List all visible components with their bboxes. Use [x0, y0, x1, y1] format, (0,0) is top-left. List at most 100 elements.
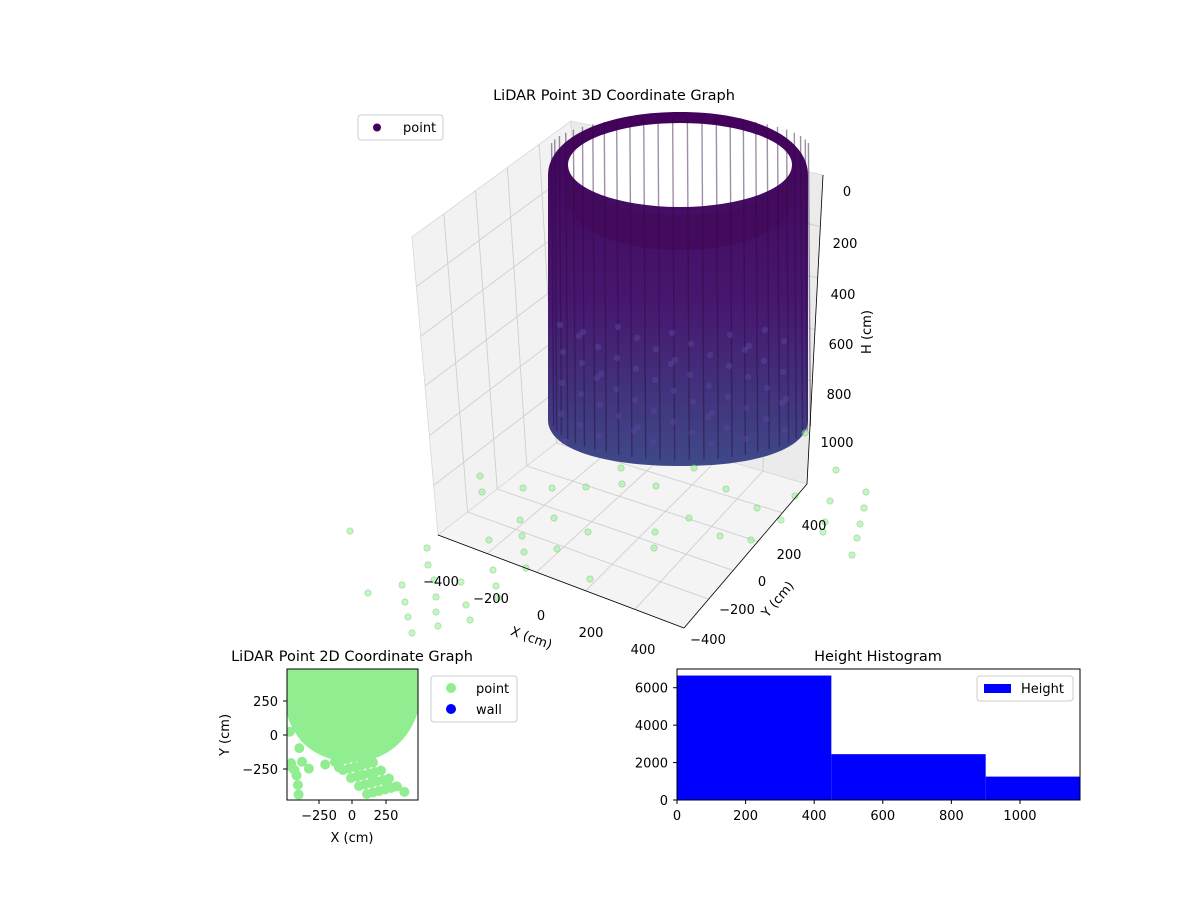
floor-point — [518, 532, 526, 540]
floor-point — [860, 504, 868, 512]
point-marker-3d — [760, 357, 768, 365]
point-column — [715, 117, 719, 459]
point-marker-3d — [615, 412, 623, 420]
point-column — [804, 139, 808, 431]
grid-line — [526, 465, 758, 543]
point-column — [615, 120, 620, 455]
point-column — [729, 118, 733, 457]
point-column — [564, 132, 569, 440]
point-marker-3d — [724, 393, 732, 401]
grid-line — [475, 190, 498, 490]
z-tick-3d: 1000 — [820, 436, 853, 451]
grid-line — [497, 488, 734, 571]
points-2d — [287, 726, 410, 800]
point-marker-3d — [649, 438, 657, 446]
point-marker-3d — [778, 399, 786, 407]
title-histogram: Height Histogram — [814, 649, 942, 665]
floor-point — [617, 464, 625, 472]
floor-point — [716, 532, 724, 540]
legend-marker-wall-2d — [446, 704, 456, 714]
point-marker-3d — [706, 351, 714, 359]
point-marker-2d — [297, 756, 308, 767]
floor-point — [853, 534, 861, 542]
point-column — [776, 126, 781, 447]
y-ticks-2d: 250 0 −250 — [242, 695, 287, 778]
point-column — [807, 142, 812, 427]
floor-point — [489, 566, 497, 574]
point-marker-3d — [743, 404, 751, 412]
point-marker-3d — [651, 376, 659, 384]
x-ticks-2d: −250 0 250 — [301, 800, 398, 824]
point-marker-3d — [745, 342, 753, 350]
y-tick-histogram: 4000 — [635, 719, 668, 734]
y-tick-3d: 400 — [802, 519, 827, 534]
x-tick-histogram: 600 — [870, 809, 895, 824]
z-tick-3d: 600 — [829, 338, 854, 353]
floor-point — [819, 528, 827, 536]
legend-swatch-height — [984, 684, 1011, 693]
z-tick-3d: 0 — [843, 185, 851, 200]
floor-point — [685, 514, 693, 522]
point-marker-3d — [781, 426, 789, 434]
floor-point — [747, 536, 755, 544]
point-marker-3d — [597, 370, 605, 378]
point-marker-3d — [726, 331, 734, 339]
point-marker-3d — [595, 432, 603, 440]
point-marker-2d — [360, 749, 370, 760]
floor-point — [432, 608, 440, 616]
x-ticks-3d: −400 −200 0 200 400 — [423, 575, 655, 658]
y-tick-3d: 200 — [777, 548, 802, 563]
floor-point — [832, 466, 840, 474]
point-marker-3d — [559, 348, 567, 356]
point-blob-2d — [287, 669, 418, 762]
point-column — [755, 121, 759, 453]
axes-frame-histogram — [676, 668, 1081, 801]
floor-point — [434, 622, 442, 630]
x-tick-3d: −400 — [423, 575, 459, 590]
floor-point-projections — [346, 429, 870, 637]
point-marker-3d — [704, 413, 712, 421]
point-marker-3d — [689, 398, 697, 406]
y-tick-2d: −250 — [242, 763, 278, 778]
floor-point — [848, 551, 856, 559]
point-marker-3d — [578, 359, 586, 367]
floor-point — [856, 520, 864, 528]
histogram-subplot: Height Histogram 0 200 400 600 800 1000 0 2000… — [635, 649, 1081, 824]
point-marker-3d — [577, 390, 585, 398]
point-marker-3d — [725, 362, 733, 370]
point-marker-3d — [556, 321, 564, 329]
point-column — [793, 132, 798, 440]
grid-line — [585, 458, 719, 592]
scatter2d-subplot: LiDAR Point 2D Coordinate Graph −250 0 2… — [218, 649, 518, 846]
floor-point — [346, 527, 354, 535]
point-column — [785, 129, 790, 443]
point-marker-3d — [614, 323, 622, 331]
legend-marker-point-2d — [446, 683, 456, 693]
point-column — [686, 116, 691, 460]
point-marker-3d — [612, 385, 620, 393]
x-tick-3d: −200 — [473, 592, 509, 607]
point-marker-3d — [631, 396, 639, 404]
y-tick-histogram: 6000 — [635, 682, 668, 697]
legend-histogram: Height — [976, 675, 1074, 702]
grid-line — [634, 470, 764, 610]
floor-point — [423, 544, 431, 552]
point-marker-3d — [762, 415, 770, 423]
x-tick-histogram: 800 — [939, 809, 964, 824]
point-column — [799, 136, 804, 435]
point-marker-3d — [650, 407, 658, 415]
point-marker-3d — [558, 379, 566, 387]
x-tick-3d: 400 — [631, 643, 656, 658]
point-marker-3d — [575, 332, 583, 340]
x-tick-histogram: 0 — [673, 809, 681, 824]
floor-point — [722, 485, 730, 493]
x-tick-histogram: 400 — [802, 809, 827, 824]
point-column — [550, 142, 555, 427]
y-ticks-3d: −400 −200 0 200 400 — [690, 519, 826, 648]
plot-area-2d — [287, 669, 418, 800]
point-marker-2d — [291, 770, 302, 781]
floor-point — [401, 598, 409, 606]
point-marker-3d — [782, 395, 790, 403]
point-cloud-cylinder — [548, 112, 808, 466]
point-marker-3d — [687, 340, 695, 348]
